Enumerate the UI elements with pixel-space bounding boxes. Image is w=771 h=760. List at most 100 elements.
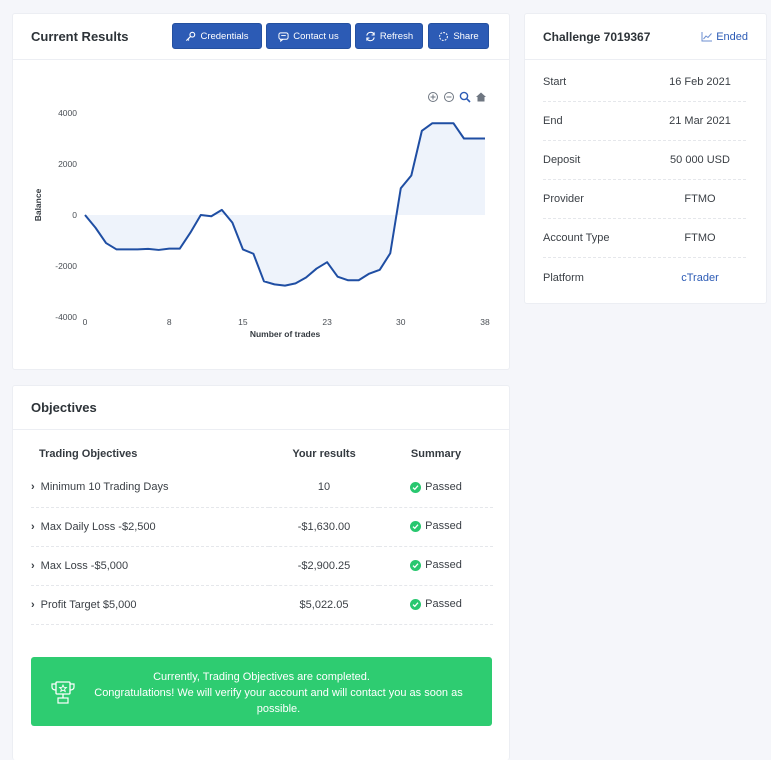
objectives-card: Objectives Trading Objectives Your resul… — [12, 385, 510, 760]
check-circle-icon — [410, 481, 422, 493]
objective-label: Minimum 10 Trading Days — [40, 481, 169, 494]
share-button[interactable]: Share — [428, 23, 489, 49]
refresh-button[interactable]: Refresh — [355, 23, 423, 49]
banner-line-2: Congratulations! We will verify your acc… — [94, 687, 463, 715]
y-tick-label: 2000 — [58, 159, 77, 169]
balance-chart: 4000 2000 0 -2000 -4000 0 8 15 23 30 38 Number of t… — [33, 108, 490, 339]
detail-row-end: End 21 Mar 2021 — [543, 102, 746, 141]
y-tick-label: -2000 — [55, 261, 77, 271]
platform-link[interactable]: cTrader — [681, 271, 719, 284]
x-tick-label: 8 — [167, 317, 172, 327]
objectives-header: Objectives — [13, 386, 509, 430]
summary-cell: Passed — [379, 468, 493, 508]
result-cell: -$2,900.25 — [269, 546, 379, 586]
detail-value: FTMO — [684, 193, 716, 205]
detail-value: 21 Mar 2021 — [669, 115, 731, 127]
summary-label: Passed — [425, 520, 462, 533]
trophy-icon — [51, 681, 75, 704]
current-results-card: Current Results Credentials Contact us R… — [12, 13, 510, 370]
home-icon[interactable] — [475, 90, 487, 102]
chevron-right-icon[interactable]: › — [31, 598, 35, 611]
x-tick-label: 30 — [396, 317, 406, 327]
zoom-in-icon[interactable] — [427, 90, 439, 102]
objective-label: Max Daily Loss -$2,500 — [40, 520, 156, 533]
objective-cell: › Max Daily Loss -$2,500 — [31, 507, 269, 547]
col-results: Your results — [292, 448, 356, 460]
completion-banner: Currently, Trading Objectives are comple… — [31, 657, 492, 726]
detail-row-deposit: Deposit 50 000 USD — [543, 141, 746, 180]
detail-label: End — [543, 115, 563, 127]
summary-cell: Passed — [379, 507, 493, 547]
key-icon — [186, 31, 196, 41]
current-results-title: Current Results — [31, 29, 129, 44]
chart-line-icon — [701, 32, 713, 42]
detail-label: Account Type — [543, 232, 610, 244]
summary-label: Passed — [425, 598, 462, 611]
objective-cell: › Minimum 10 Trading Days — [31, 468, 269, 508]
table-row[interactable]: › Minimum 10 Trading Days 10 Passed — [31, 468, 493, 508]
chart-toolbar — [427, 90, 487, 103]
challenge-title: Challenge 7019367 — [543, 29, 651, 44]
challenge-card: Challenge 7019367 Ended Start 16 Feb 2021… — [524, 13, 767, 304]
summary-cell: Passed — [379, 585, 493, 625]
detail-row-platform: Platform cTrader — [543, 258, 746, 297]
zoom-out-icon[interactable] — [443, 90, 455, 102]
detail-label: Deposit — [543, 154, 581, 166]
chat-icon — [278, 31, 289, 42]
detail-row-account-type: Account Type FTMO — [543, 219, 746, 258]
status-badge: Ended — [701, 31, 748, 43]
banner-line-1: Currently, Trading Objectives are comple… — [153, 671, 370, 683]
x-tick-label: 15 — [238, 317, 248, 327]
summary-label: Passed — [425, 559, 462, 572]
challenge-header: Challenge 7019367 Ended — [525, 14, 766, 60]
share-label: Share — [453, 30, 479, 42]
objectives-table: Trading Objectives Your results Summary … — [31, 448, 493, 625]
col-summary: Summary — [410, 448, 462, 460]
table-row[interactable]: › Max Daily Loss -$2,500 -$1,630.00 Passe… — [31, 507, 493, 547]
magnifier-icon[interactable] — [459, 90, 471, 103]
contact-us-label: Contact us — [293, 30, 339, 42]
refresh-label: Refresh — [379, 30, 414, 42]
chevron-right-icon[interactable]: › — [31, 559, 35, 572]
table-row[interactable]: › Max Loss -$5,000 -$2,900.25 Passed — [31, 546, 493, 586]
y-tick-label: 4000 — [58, 108, 77, 118]
objective-cell: › Profit Target $5,000 — [31, 585, 269, 625]
contact-us-button[interactable]: Contact us — [266, 23, 351, 49]
summary-label: Passed — [425, 481, 462, 493]
y-tick-label: 0 — [72, 210, 77, 220]
balance-area — [85, 123, 485, 286]
x-tick-label: 38 — [480, 317, 490, 327]
x-tick-label: 0 — [83, 317, 88, 327]
objective-cell: › Max Loss -$5,000 — [31, 546, 269, 586]
objectives-title: Objectives — [31, 400, 97, 415]
credentials-label: Credentials — [200, 30, 249, 42]
challenge-details: Start 16 Feb 2021 End 21 Mar 2021 Deposit 5… — [525, 60, 766, 297]
detail-row-start: Start 16 Feb 2021 — [543, 63, 746, 102]
result-cell: 10 — [269, 468, 379, 508]
chevron-right-icon[interactable]: › — [31, 481, 35, 494]
objective-label: Max Loss -$5,000 — [40, 559, 129, 572]
y-tick-label: -4000 — [55, 312, 77, 322]
detail-label: Start — [543, 76, 567, 88]
refresh-icon — [366, 31, 375, 41]
check-circle-icon — [410, 559, 422, 571]
detail-value: 16 Feb 2021 — [669, 76, 731, 88]
result-cell: -$1,630.00 — [269, 507, 379, 547]
credentials-button[interactable]: Credentials — [172, 23, 262, 49]
check-circle-icon — [410, 520, 422, 532]
share-icon — [439, 31, 449, 41]
balance-line — [84, 122, 485, 287]
detail-row-provider: Provider FTMO — [543, 180, 746, 219]
check-circle-icon — [410, 598, 422, 610]
y-axis-label: Balance — [33, 188, 43, 221]
table-row[interactable]: › Profit Target $5,000 $5,022.05 Passed — [31, 585, 493, 625]
col-objectives: Trading Objectives — [39, 448, 138, 460]
chevron-right-icon[interactable]: › — [31, 520, 35, 533]
detail-value: FTMO — [684, 232, 716, 244]
status-label: Ended — [716, 30, 748, 43]
result-cell: $5,022.05 — [269, 585, 379, 625]
table-header-row: Trading Objectives Your results Summary — [31, 448, 493, 468]
detail-value: 50 000 USD — [670, 154, 730, 166]
x-tick-label: 23 — [322, 317, 332, 327]
detail-label: Platform — [543, 271, 584, 284]
